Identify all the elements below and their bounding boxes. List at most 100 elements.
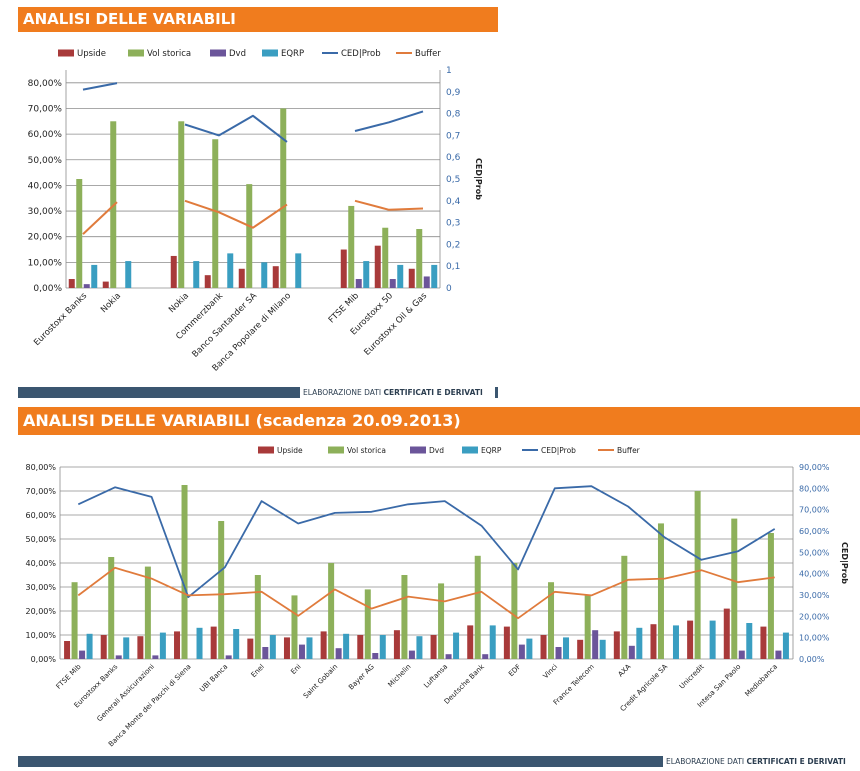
bar-eqrp-vinci [563,637,570,659]
y-left-tick-label: 0,00% [31,655,57,664]
y-left-tick-label: 40,00% [25,559,56,568]
y-left-tick-label: 50,00% [25,535,56,544]
bar-eqrp-eurostoxx-oil-gas [431,264,438,288]
y-left-tick-label: 60,00% [25,511,56,520]
legend-label-buffer: Buffer [617,446,641,455]
bar-vol-storica-commerzbank [212,139,219,288]
y-right-tick-label: 50,00% [799,548,830,557]
bar-eqrp-banca-monte-dei-paschi-di-siena [196,627,203,659]
y-right-tick-label: 10,00% [799,634,830,643]
y-left-tick-label: 70,00% [28,104,63,114]
bar-dvd-intesa-san-paolo [738,650,745,659]
page-title: ANALISI DELLE VARIABILI [23,10,236,28]
legend-swatch-eqrp [262,49,278,57]
bar-upside-intesa-san-paolo [723,608,730,659]
line-buffer [184,199,288,229]
bar-eqrp-credit-agricole-sa [672,625,679,659]
bar-vol-storica-ftse-mib [71,582,78,659]
bar-vol-storica-ubi-banca [218,521,225,659]
footer-credit-1: ELABORAZIONE DATI CERTIFICATI E DERIVATI [300,387,486,398]
y-right-tick-label: 30,00% [799,591,830,600]
bar-vol-storica-unicredit [694,491,701,659]
legend-swatch-vol-storica [128,49,144,57]
category-label-banca-monte-dei-paschi-di-siena: Banca Monte dei Paschi di Siena [107,663,193,749]
line-ced-prob [184,114,288,143]
bar-vol-storica-saint-gobain [328,563,335,659]
bar-dvd-ftse-mib [355,279,362,288]
y-left-tick-label: 0,00% [33,284,62,294]
bar-vol-storica-eurostoxx-oil-gas [416,229,423,288]
bar-upside-edf [503,626,510,659]
bar-vol-storica-eurostoxx-50 [382,227,389,288]
chart-1: 0,00% 10,00% 20,00% 30,00% 40,00% 50,00% 60,00… [28,49,483,374]
bar-dvd-eurostoxx-oil-gas [423,276,430,288]
category-label-saint-gobain: Saint Gobain [302,663,339,700]
footer-prefix-1: ELABORAZIONE DATI [303,388,384,397]
bar-dvd-generali-assicurazioni [152,655,159,659]
footer-bold-2: CERTIFICATI E DERIVATI [746,757,846,766]
y-left-tick-label: 30,00% [28,207,63,217]
bar-eqrp-eni [306,637,313,659]
bar-dvd-michelin [408,650,415,659]
legend-label-eqrp: EQRP [481,446,502,455]
y-left-tick-label: 30,00% [25,583,56,592]
bar-upside-luftansa [430,635,437,659]
bar-eqrp-commerzbank [227,253,234,288]
bar-eqrp-edf [526,638,533,659]
bar-vol-storica-intesa-san-paolo [731,518,738,659]
page-title-banner: ANALISI DELLE VARIABILI [18,7,498,32]
bar-eqrp-ubi-banca [233,629,240,659]
bar-eqrp-nokia [125,261,132,288]
y-right-tick-label: 70,00% [799,506,830,515]
bar-vol-storica-banca-popolare-di-milano [280,108,287,289]
page-title-banner-2: ANALISI DELLE VARIABILI (scadenza 20.09.… [18,407,860,435]
line-ced-prob [82,82,118,91]
category-label-unicredit: Unicredit [678,663,706,691]
bar-vol-storica-luftansa [438,583,445,659]
bar-dvd-eurostoxx-50 [389,279,396,288]
bar-upside-vinci [540,635,547,659]
bar-vol-storica-deutsche-bank [474,555,481,659]
bar-upside-nokia [170,255,177,288]
y-right-tick-label: 0,1 [446,262,460,272]
bar-dvd-mediobanca [775,650,782,659]
bar-dvd-axa [628,645,635,659]
y-left-tick-label: 20,00% [28,233,63,243]
bar-upside-eni [283,637,290,659]
bar-vol-storica-vinci [548,582,555,659]
y-right-tick-label: 20,00% [799,612,830,621]
bar-dvd-bayer-ag [372,653,379,659]
bar-upside-banca-popolare-di-milano [272,266,279,288]
legend-swatch-upside [58,49,74,57]
category-label-nokia: Nokia [167,291,191,315]
category-label-deutsche-bank: Deutsche Bank [443,662,487,706]
footer-bar-1 [18,387,300,398]
bar-upside-eurostoxx-banks [68,279,75,288]
bar-dvd-vinci [555,647,562,659]
bar-dvd-ubi-banca [225,655,232,659]
line-buffer [82,201,118,235]
y-right-tick-label: 0,5 [446,175,460,185]
bar-eqrp-banca-popolare-di-milano [295,253,302,288]
bar-dvd-edf [518,644,525,659]
category-label-eurostoxx-oil-gas: Eurostoxx Oil & Gas [362,291,429,358]
bar-vol-storica-eni [291,595,298,659]
category-label-france-telecom: France Telecom [552,663,596,707]
bar-vol-storica-banco-santander-sa [246,184,253,288]
bar-vol-storica-nokia [178,121,185,288]
bar-dvd-enel [262,647,269,659]
legend-swatch-dvd [210,49,226,57]
legend-label-vol-storica: Vol storica [147,49,191,59]
bar-upside-credit-agricole-sa [650,624,657,659]
bar-dvd-ftse-mib [79,650,86,659]
bar-vol-storica-axa [621,555,628,659]
bar-upside-bayer-ag [357,635,364,659]
y-left-tick-label: 80,00% [25,463,56,472]
legend-label-dvd: Dvd [429,446,444,455]
y-left-tick-label: 10,00% [28,258,63,268]
bar-eqrp-generali-assicurazioni [159,632,166,659]
bar-eqrp-ftse-mib [86,633,93,659]
bar-upside-axa [613,631,620,659]
y-left-tick-label: 40,00% [28,181,63,191]
bar-eqrp-nokia [193,261,200,288]
